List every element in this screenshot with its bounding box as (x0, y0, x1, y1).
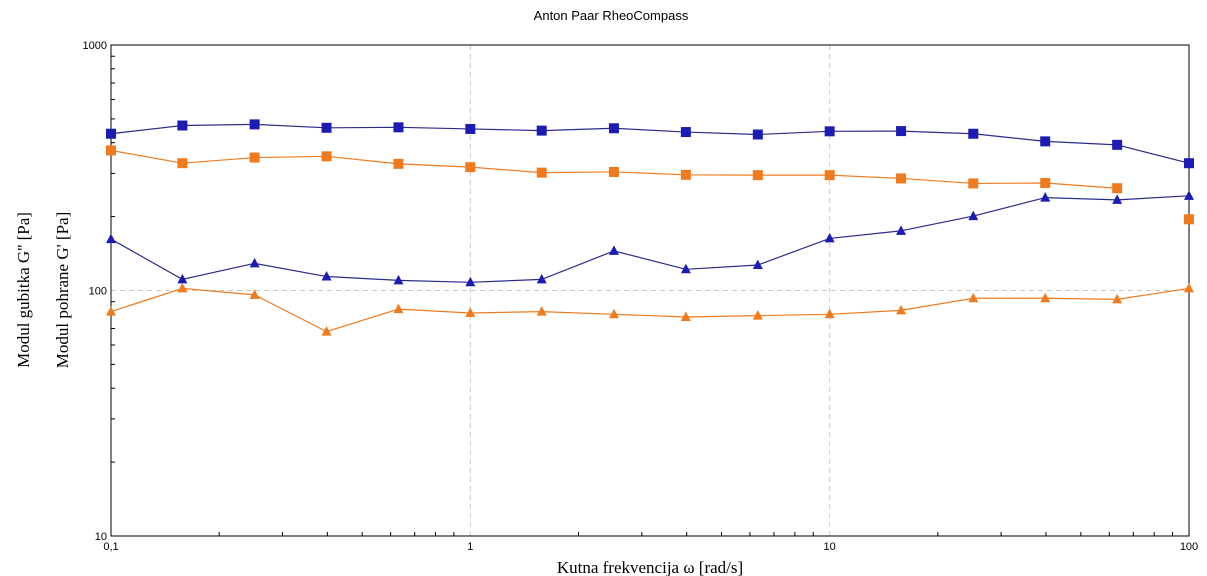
data-point-triangle (1040, 192, 1051, 202)
data-point-square (752, 170, 763, 181)
data-point-triangle (1184, 282, 1194, 293)
data-point-square (1112, 139, 1123, 150)
series-line (110, 123, 1190, 164)
x-axis-title: Kutna frekvencija ω [rad/s] (557, 558, 743, 576)
data-point-triangle (752, 259, 763, 270)
data-series (106, 119, 1194, 336)
data-point-square (177, 158, 188, 169)
data-point-triangle (968, 292, 979, 303)
data-point-triangle (1184, 190, 1194, 200)
data-point-square (1040, 178, 1051, 189)
data-point-square (393, 158, 404, 169)
data-point-triangle (321, 271, 332, 281)
data-point-square (896, 173, 907, 184)
data-point-square (536, 125, 547, 136)
data-point-triangle (824, 232, 835, 243)
data-point-triangle (177, 282, 188, 293)
data-point-triangle (536, 273, 547, 284)
data-point-triangle (249, 289, 260, 299)
data-point-square (536, 167, 547, 178)
data-point-square (1184, 158, 1194, 169)
data-point-square (680, 127, 691, 138)
data-point-triangle (465, 307, 476, 317)
data-point-triangle (896, 304, 907, 315)
x-tick-label: 10 (824, 541, 836, 553)
data-point-square (752, 129, 763, 140)
data-point-triangle (752, 310, 763, 320)
data-point-square (824, 126, 835, 137)
data-point-triangle (393, 274, 404, 285)
data-point-triangle (680, 311, 691, 321)
y-tick-label: 1000 (83, 40, 107, 52)
data-point-triangle (536, 306, 547, 316)
data-point-square (608, 166, 619, 177)
data-point-triangle (1040, 292, 1051, 303)
data-point-square (465, 162, 476, 173)
data-point-triangle (106, 233, 116, 244)
data-point-square (608, 123, 619, 134)
data-point-square (465, 123, 476, 134)
series-4 (106, 282, 1194, 336)
data-point-square (680, 169, 691, 180)
data-point-square (393, 122, 404, 133)
data-point-triangle (321, 326, 332, 336)
data-point-triangle (1112, 293, 1123, 304)
x-tick-label: 100 (1180, 541, 1198, 553)
data-point-square (896, 126, 907, 137)
data-point-triangle (393, 303, 404, 314)
data-point-square (1040, 136, 1051, 147)
data-point-triangle (177, 273, 188, 284)
data-point-triangle (465, 276, 476, 287)
y-tick-label: 10 (95, 531, 107, 543)
chart-title: Anton Paar RheoCompass (534, 8, 689, 23)
series-1 (106, 119, 1194, 169)
data-point-triangle (106, 306, 116, 316)
series-2 (106, 145, 1194, 225)
data-point-square (321, 122, 332, 133)
y-tick-label: 100 (89, 286, 107, 298)
data-point-square (1184, 214, 1194, 225)
data-point-triangle (249, 257, 260, 268)
data-point-triangle (1112, 194, 1123, 204)
data-point-triangle (680, 263, 691, 274)
data-point-square (249, 152, 260, 163)
data-point-triangle (896, 225, 907, 235)
data-point-square (1112, 183, 1123, 194)
data-point-square (824, 170, 835, 181)
data-point-square (177, 120, 188, 131)
data-point-square (106, 145, 116, 156)
data-point-triangle (968, 210, 979, 221)
data-point-square (968, 178, 979, 189)
series-line (110, 195, 1190, 283)
series-line (110, 287, 1190, 333)
axis-ticks: 0,1 1 10 100 10 100 1000 (83, 40, 1199, 553)
data-point-triangle (608, 245, 619, 255)
y-axis-title-loss-modulus: Modul gubitka G'' [Pa] (14, 212, 33, 368)
x-tick-label: 1 (467, 541, 473, 553)
data-point-square (249, 119, 260, 130)
data-point-square (968, 128, 979, 139)
data-point-triangle (824, 308, 835, 319)
data-point-triangle (608, 308, 619, 319)
data-point-square (321, 151, 332, 162)
plot-frame (110, 44, 1190, 537)
series-3 (106, 190, 1194, 287)
y-axis-title-storage-modulus: Modul pohrane G' [Pa] (53, 212, 72, 369)
data-point-square (106, 128, 116, 139)
x-tick-label: 0,1 (103, 541, 118, 553)
grid-lines (111, 45, 1189, 536)
